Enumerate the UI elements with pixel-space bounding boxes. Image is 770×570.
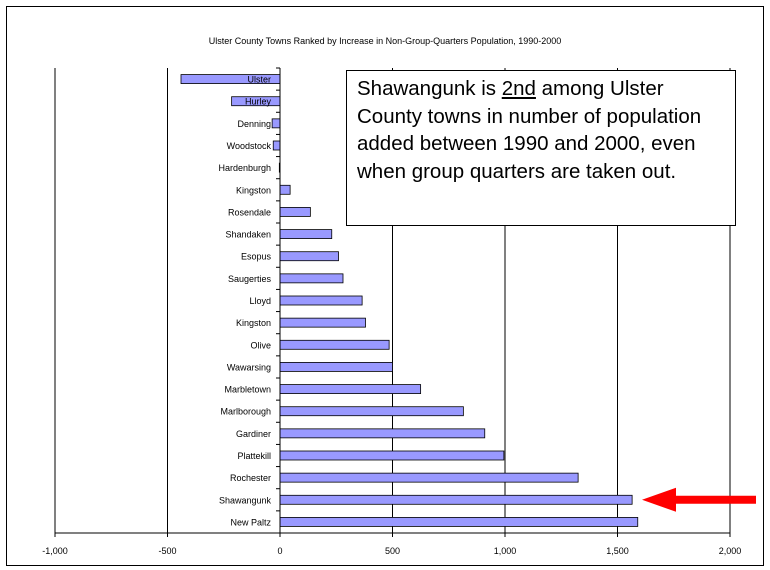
bar [279, 184, 291, 195]
category-label: Rochester [230, 473, 271, 483]
bar [279, 517, 639, 527]
category-label: Wawarsing [227, 362, 271, 372]
callout-text-before: Shawangunk is [357, 77, 502, 100]
category-label: Plattekill [237, 451, 271, 461]
bar [279, 295, 363, 306]
x-tick-label: 1,000 [494, 546, 517, 556]
category-label: Marlborough [220, 407, 271, 417]
category-label: Marbletown [224, 385, 271, 395]
bar [279, 273, 344, 284]
x-tick-label: 2,000 [719, 546, 742, 556]
category-label: Esopus [241, 252, 272, 262]
bar [279, 428, 486, 439]
callout-text-emphasis: 2nd [501, 77, 536, 100]
x-tick-label: 0 [277, 546, 282, 556]
category-label: Hardenburgh [218, 163, 271, 173]
bar [279, 494, 633, 505]
bar [279, 384, 422, 394]
x-tick-label: 500 [385, 546, 400, 556]
category-label: Woodstock [227, 141, 272, 151]
category-label: Kingston [236, 185, 271, 195]
bar [279, 207, 311, 217]
category-label: Gardiner [236, 429, 271, 439]
callout-box: Shawangunk is 2nd among Ulster County to… [346, 70, 736, 226]
category-label: Rosendale [228, 207, 271, 217]
category-label: Saugerties [228, 274, 272, 284]
bar [271, 118, 281, 129]
bar [279, 406, 464, 417]
bar [279, 472, 579, 483]
category-label: Shandaken [225, 230, 271, 240]
category-label: Ulster [247, 75, 271, 85]
category-label: Olive [250, 340, 271, 350]
callout-text-after: among Ulster County towns in number of p… [357, 77, 702, 183]
bar [272, 140, 281, 151]
category-label: Hurley [245, 97, 272, 107]
bar [279, 251, 339, 262]
chart-title: Ulster County Towns Ranked by Increase i… [208, 36, 562, 46]
x-tick-label: -500 [158, 546, 176, 556]
category-label: Lloyd [249, 296, 271, 306]
bar [279, 317, 366, 328]
category-label: Kingston [236, 318, 271, 328]
category-label: Denning [237, 119, 271, 129]
bar [279, 450, 505, 461]
bar [279, 229, 333, 239]
highlight-arrow-icon [642, 487, 756, 512]
bar [279, 339, 390, 350]
x-tick-label: 1,500 [606, 546, 629, 556]
bar [279, 362, 393, 372]
category-label: New Paltz [230, 517, 271, 527]
category-label: Shawangunk [219, 495, 272, 505]
x-tick-label: -1,000 [42, 546, 68, 556]
